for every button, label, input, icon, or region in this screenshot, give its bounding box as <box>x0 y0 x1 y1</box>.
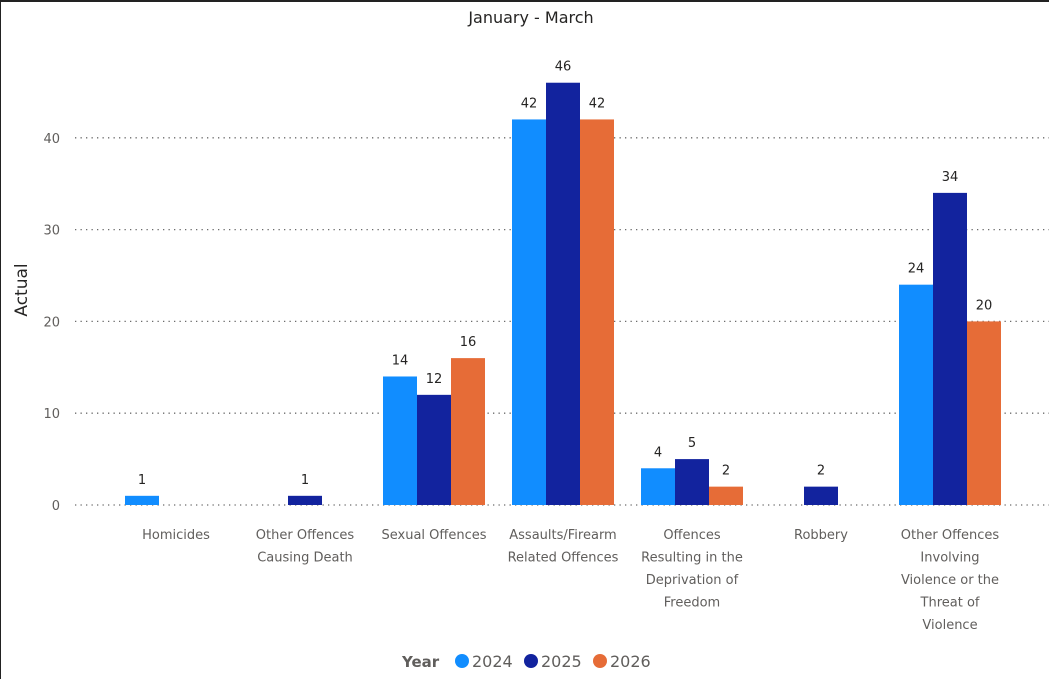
data-label: 1 <box>301 473 309 488</box>
legend: Year 2024 2025 2026 <box>401 652 651 671</box>
y-tick-label: 10 <box>43 407 60 422</box>
bar-2026 <box>709 486 743 505</box>
bar-2025 <box>933 192 967 505</box>
data-label: 5 <box>688 436 696 451</box>
data-label: 20 <box>976 298 993 313</box>
legend-label: 2026 <box>610 652 651 671</box>
bar-2024 <box>512 119 546 505</box>
x-tick-label: Other Offences Involving Violence or the Th… <box>901 528 1000 633</box>
bar-2024 <box>899 284 933 505</box>
x-axis-ticks: Homicides Other Offences Causing Death Sexu… <box>142 528 999 633</box>
data-label: 42 <box>521 96 538 111</box>
bar-2024 <box>641 468 675 505</box>
legend-marker <box>524 654 538 668</box>
y-tick-label: 20 <box>43 315 60 330</box>
y-axis-label: Actual <box>12 263 32 316</box>
x-tick-label: Homicides <box>142 528 210 543</box>
x-tick-label: Offences Resulting in the Deprivation of Fr… <box>641 528 743 611</box>
bar-2026 <box>451 358 485 505</box>
data-label: 2 <box>722 464 730 479</box>
bars <box>125 82 1001 505</box>
bar-2026 <box>967 321 1001 505</box>
data-label: 2 <box>817 464 825 479</box>
bar-2024 <box>125 495 159 505</box>
bar-2025 <box>417 394 451 505</box>
legend-label: 2025 <box>541 652 582 671</box>
chart-title: January - March <box>467 8 593 27</box>
y-axis-ticks: 0 10 20 30 40 <box>43 132 60 514</box>
data-label: 12 <box>426 372 443 387</box>
data-label: 16 <box>460 335 477 350</box>
x-tick-label: Assaults/Firearm Related Offences <box>508 528 619 566</box>
x-tick-label: Sexual Offences <box>381 528 486 543</box>
bar-2024 <box>383 376 417 505</box>
bar-2026 <box>580 119 614 505</box>
bar-2025 <box>546 82 580 505</box>
legend-label: 2024 <box>472 652 513 671</box>
data-label: 42 <box>589 96 606 111</box>
y-tick-label: 40 <box>43 132 60 147</box>
x-tick-label: Robbery <box>794 528 848 543</box>
y-tick-label: 30 <box>43 224 60 239</box>
bar-2025 <box>804 486 838 505</box>
legend-marker <box>593 654 607 668</box>
bar-2025 <box>288 495 322 505</box>
data-label: 1 <box>138 473 146 488</box>
legend-marker <box>455 654 469 668</box>
data-label: 24 <box>908 262 925 277</box>
bar-2025 <box>675 459 709 505</box>
y-tick-label: 0 <box>52 499 60 514</box>
data-label: 34 <box>942 170 959 185</box>
x-tick-label: Other Offences Causing Death <box>256 528 355 566</box>
data-label: 14 <box>392 353 409 368</box>
data-label: 4 <box>654 445 662 460</box>
data-label: 46 <box>555 60 572 75</box>
legend-title: Year <box>401 653 440 671</box>
